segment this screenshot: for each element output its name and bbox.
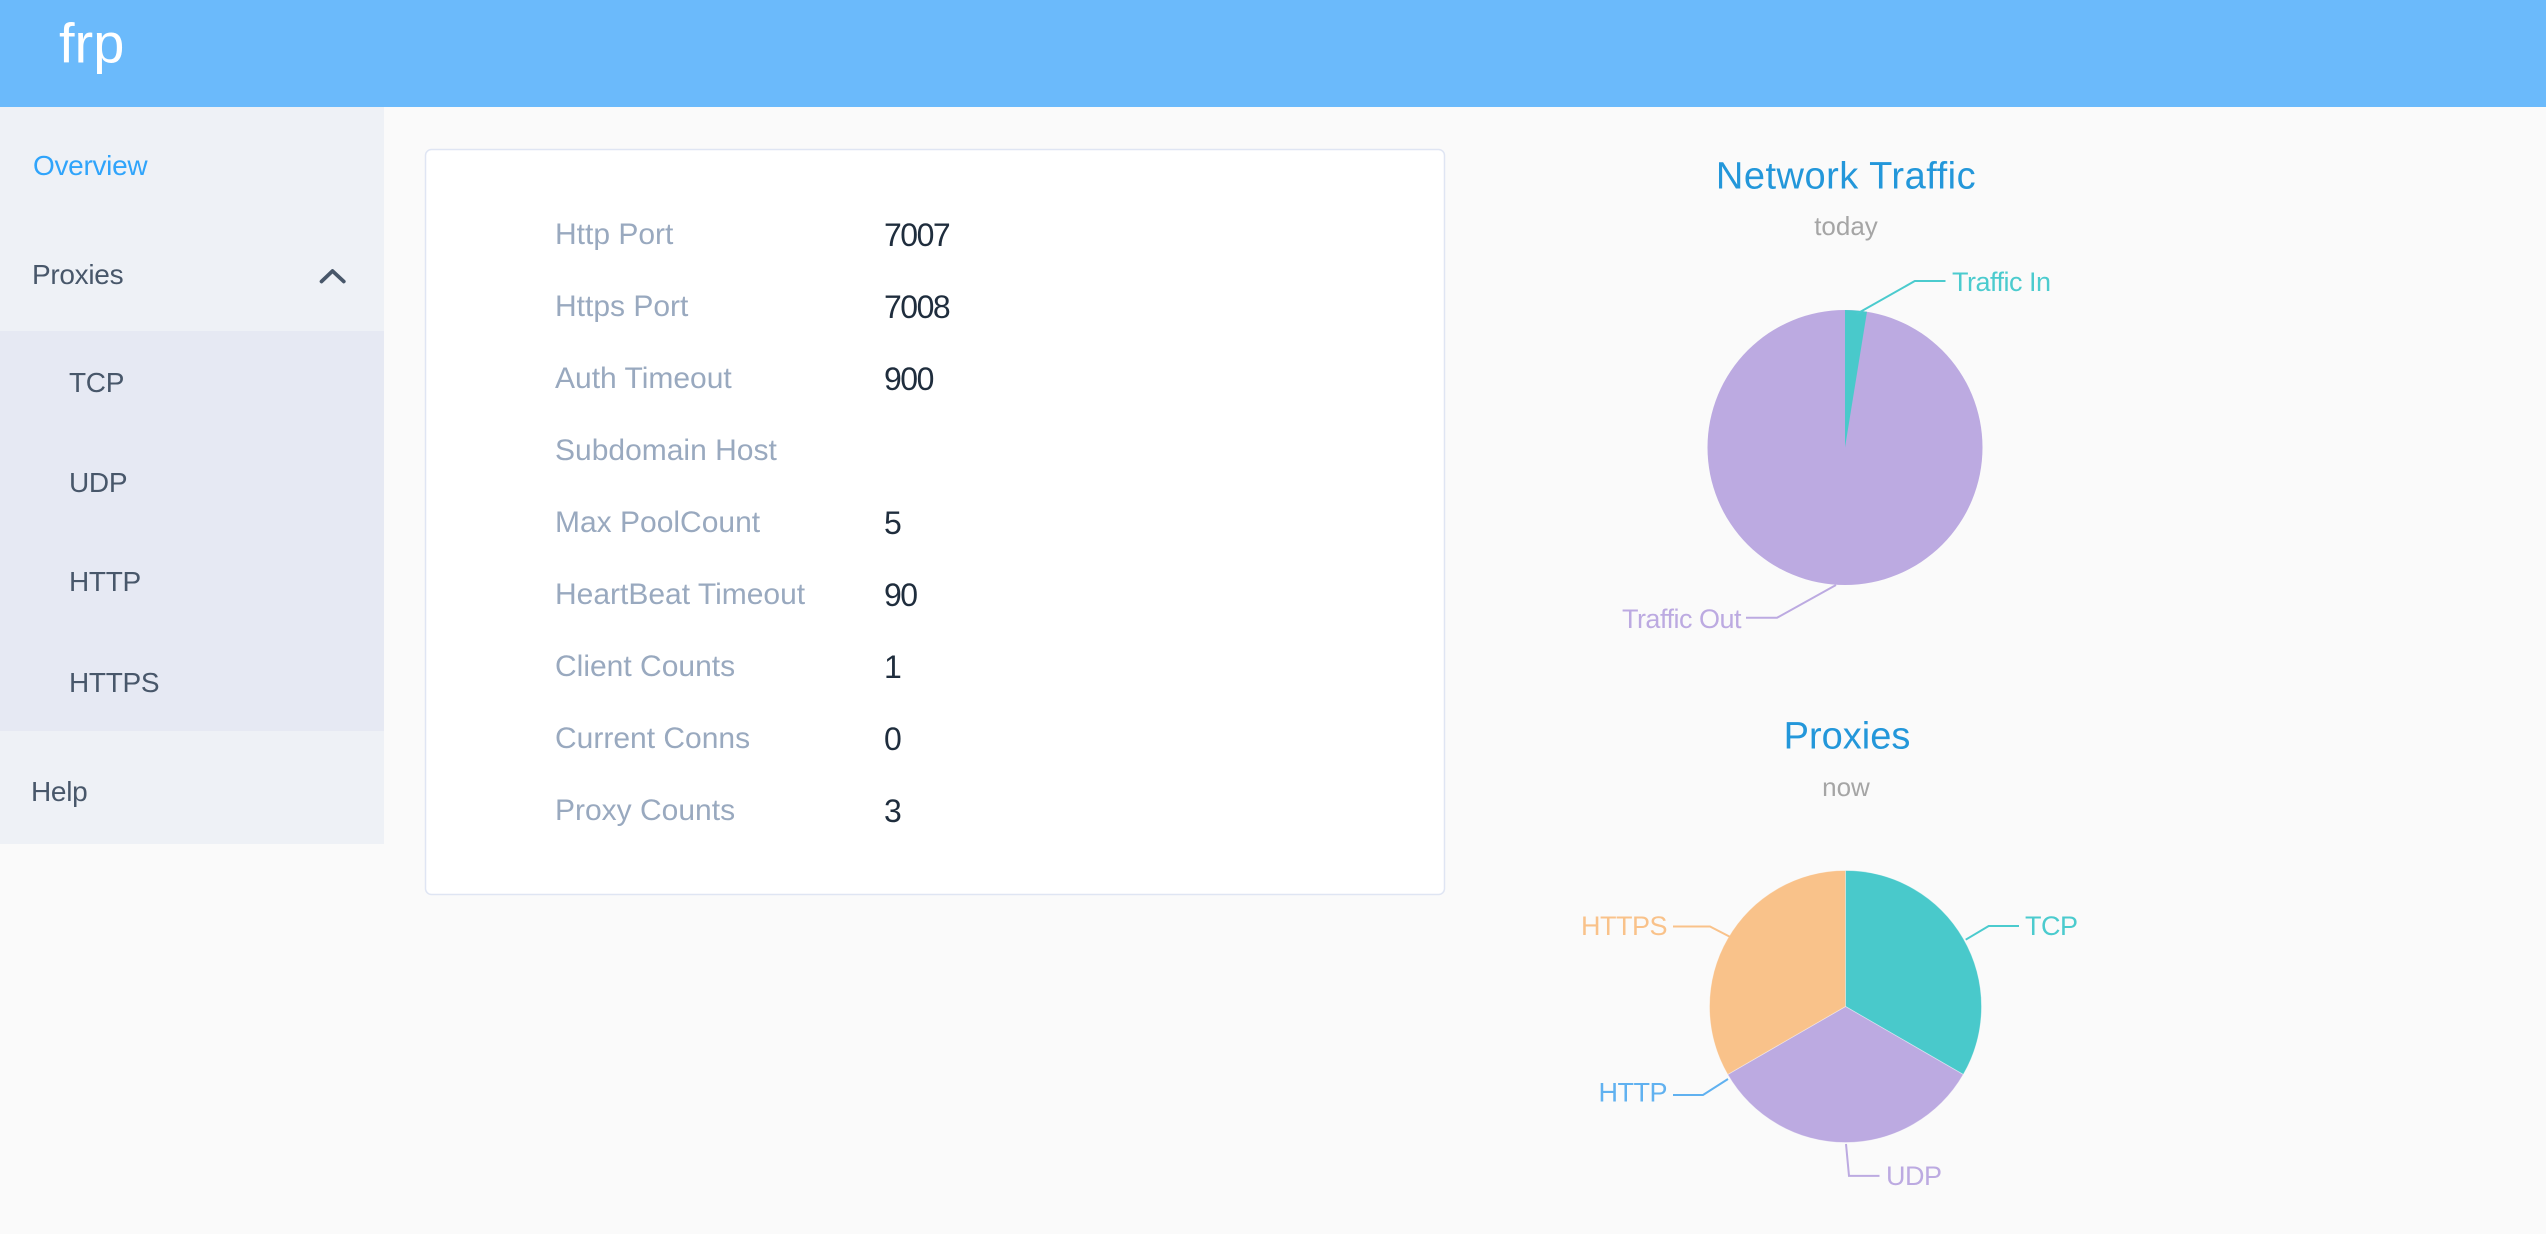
svg-text:3: 3	[884, 793, 901, 829]
svg-text:Current Conns: Current Conns	[555, 722, 750, 755]
svg-text:5: 5	[884, 505, 901, 541]
svg-text:90: 90	[884, 577, 917, 613]
svg-text:Network Traffic: Network Traffic	[1716, 156, 1976, 198]
svg-text:HTTPS: HTTPS	[69, 667, 159, 698]
svg-text:HTTP: HTTP	[1599, 1078, 1668, 1108]
svg-text:UDP: UDP	[69, 467, 127, 498]
svg-text:Proxies: Proxies	[32, 259, 123, 290]
svg-text:HTTP: HTTP	[69, 566, 141, 597]
svg-text:7008: 7008	[884, 289, 950, 325]
svg-text:Subdomain Host: Subdomain Host	[555, 434, 777, 467]
svg-text:Https Port: Https Port	[555, 290, 689, 323]
svg-text:1: 1	[884, 649, 901, 685]
svg-text:Traffic Out: Traffic Out	[1622, 604, 1742, 634]
svg-text:today: today	[1814, 211, 1878, 241]
svg-text:Proxy Counts: Proxy Counts	[555, 794, 735, 827]
svg-text:TCP: TCP	[2025, 911, 2078, 941]
svg-text:Traffic In: Traffic In	[1952, 267, 2051, 297]
svg-text:900: 900	[884, 361, 934, 397]
svg-text:now: now	[1822, 772, 1870, 802]
svg-text:TCP: TCP	[69, 367, 124, 398]
svg-text:Http Port: Http Port	[555, 218, 674, 251]
svg-text:Client Counts: Client Counts	[555, 650, 735, 683]
svg-text:Help: Help	[31, 776, 87, 807]
svg-text:HeartBeat Timeout: HeartBeat Timeout	[555, 578, 806, 611]
svg-text:Overview: Overview	[33, 150, 148, 181]
svg-text:0: 0	[884, 721, 901, 757]
svg-text:Proxies: Proxies	[1784, 716, 1911, 758]
svg-text:7007: 7007	[884, 217, 950, 253]
svg-text:UDP: UDP	[1886, 1161, 1942, 1191]
svg-text:Auth Timeout: Auth Timeout	[555, 362, 732, 395]
svg-text:frp: frp	[59, 12, 124, 75]
svg-text:Max PoolCount: Max PoolCount	[555, 506, 761, 539]
svg-text:HTTPS: HTTPS	[1581, 911, 1667, 941]
